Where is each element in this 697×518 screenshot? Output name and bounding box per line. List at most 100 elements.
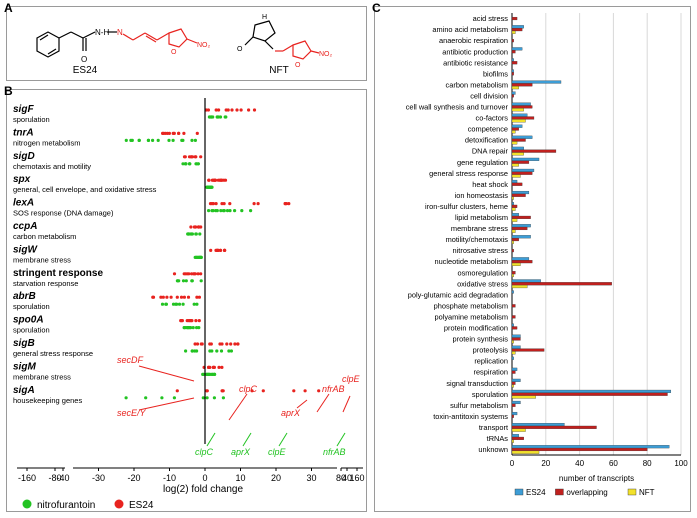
- group-desc-11: membrane stress: [13, 372, 71, 381]
- bar-overlapping: [511, 260, 533, 264]
- legend-es24-marker: [114, 499, 124, 509]
- dot-nitrofurantoin: [184, 279, 188, 283]
- category-label: poly-glutamic acid degradation: [408, 290, 508, 299]
- dot-nitrofurantoin: [219, 349, 224, 353]
- group-gene-5: ccpA: [13, 221, 37, 232]
- group-desc-7: starvation response: [13, 279, 78, 288]
- tick-label-main: 20: [271, 473, 281, 483]
- dot-es24: [224, 108, 228, 112]
- dot-es24: [197, 295, 201, 299]
- dot-es24: [197, 319, 201, 323]
- bar-overlapping: [511, 39, 514, 43]
- dot-nitrofurantoin: [206, 372, 210, 376]
- category-label: carbon metabolism: [446, 80, 508, 89]
- bar-ES24: [511, 434, 519, 438]
- dot-nitrofurantoin: [193, 138, 197, 142]
- category-label: general stress response: [429, 169, 508, 178]
- dot-es24: [159, 295, 163, 299]
- legend-swatch-overlapping: [555, 488, 564, 496]
- bar-ES24: [511, 323, 514, 327]
- dot-es24: [161, 295, 165, 299]
- dot-es24: [252, 202, 256, 206]
- bar-overlapping: [511, 28, 523, 32]
- dot-nitrofurantoin: [224, 115, 228, 119]
- dot-nitrofurantoin: [186, 326, 190, 330]
- bar-ES24: [511, 168, 535, 172]
- bar-NFT: [511, 340, 514, 344]
- dot-es24: [220, 365, 224, 369]
- category-label: competence: [468, 125, 508, 134]
- dot-es24: [217, 108, 221, 112]
- bar-NFT: [511, 163, 519, 167]
- bar-ES24: [511, 356, 514, 360]
- dot-nitrofurantoin: [199, 279, 203, 283]
- dot-nitrofurantoin: [194, 232, 198, 236]
- category-label: nitrosative stress: [453, 246, 509, 255]
- tick-label-main: 30: [306, 473, 316, 483]
- dot-es24: [169, 295, 173, 299]
- es24-oxygen: O: [81, 55, 87, 64]
- bar-ES24: [511, 47, 523, 51]
- panel-c: C acid stress amino acid metabolism anaero…: [372, 1, 691, 512]
- dot-nitrofurantoin: [160, 302, 165, 306]
- dot-es24: [214, 108, 218, 112]
- dot-nitrofurantoin: [229, 349, 233, 353]
- bar-ES24: [511, 445, 670, 449]
- dot-es24: [182, 131, 186, 135]
- dot-nitrofurantoin: [171, 138, 175, 142]
- dot-es24: [213, 178, 217, 182]
- dot-es24: [214, 202, 218, 206]
- bar-ES24: [511, 213, 519, 217]
- bar-overlapping: [511, 72, 514, 76]
- dot-es24: [205, 389, 209, 393]
- group-gene-2: sigD: [13, 151, 35, 162]
- bar-ES24: [511, 146, 524, 150]
- panel-b: B sigF sporulation tnrA nitrogen metabolism…: [4, 84, 367, 512]
- bar-ES24: [511, 25, 524, 29]
- category-label: respiration: [473, 368, 508, 377]
- dot-es24: [225, 342, 229, 346]
- category-label: transport: [479, 423, 508, 432]
- dot-nitrofurantoin: [212, 372, 216, 376]
- legend-label-ES24: ES24: [526, 488, 546, 497]
- dot-nitrofurantoin: [240, 209, 244, 213]
- dot-nitrofurantoin: [190, 232, 194, 236]
- dot-nitrofurantoin: [206, 185, 210, 189]
- group-desc-10: general stress response: [13, 349, 93, 358]
- dot-es24: [223, 248, 227, 252]
- dot-nitrofurantoin: [171, 302, 176, 306]
- bar-NFT: [511, 351, 516, 355]
- bar-overlapping: [511, 348, 545, 352]
- dot-es24: [189, 225, 193, 229]
- dot-nitrofurantoin: [249, 209, 253, 213]
- dot-es24: [218, 342, 222, 346]
- group-gene-3: spx: [13, 174, 31, 185]
- dot-nitrofurantoin: [137, 138, 141, 142]
- bar-ES24: [511, 135, 533, 139]
- dot-nitrofurantoin: [227, 349, 231, 353]
- es24-nh: N-H: [95, 28, 109, 37]
- dot-nitrofurantoin: [181, 162, 185, 166]
- bar-ES24: [511, 378, 521, 382]
- bar-overlapping: [511, 149, 557, 153]
- dot-es24: [287, 202, 291, 206]
- bar-overlapping: [511, 94, 514, 98]
- dot-es24: [284, 202, 288, 206]
- panel-b-xlabel: log(2) fold change: [163, 484, 243, 495]
- dot-es24: [182, 155, 187, 159]
- dot-nitrofurantoin: [181, 302, 185, 306]
- x-tick-label: 80: [643, 459, 652, 468]
- x-tick-label: 0: [510, 459, 515, 468]
- group-desc-3: general, cell envelope, and oxidative st…: [13, 185, 157, 194]
- group-desc-9: sporulation: [13, 326, 50, 335]
- dot-nitrofurantoin: [182, 326, 186, 330]
- category-label: gene regulation: [457, 158, 508, 167]
- dot-es24: [233, 342, 237, 346]
- bar-ES24: [511, 334, 521, 338]
- dot-es24: [177, 131, 181, 135]
- nft-nh: H: [262, 14, 267, 21]
- bar-NFT: [511, 108, 524, 112]
- dot-es24: [223, 178, 228, 182]
- dot-es24: [163, 131, 167, 135]
- es24-furan-o: O: [171, 49, 177, 56]
